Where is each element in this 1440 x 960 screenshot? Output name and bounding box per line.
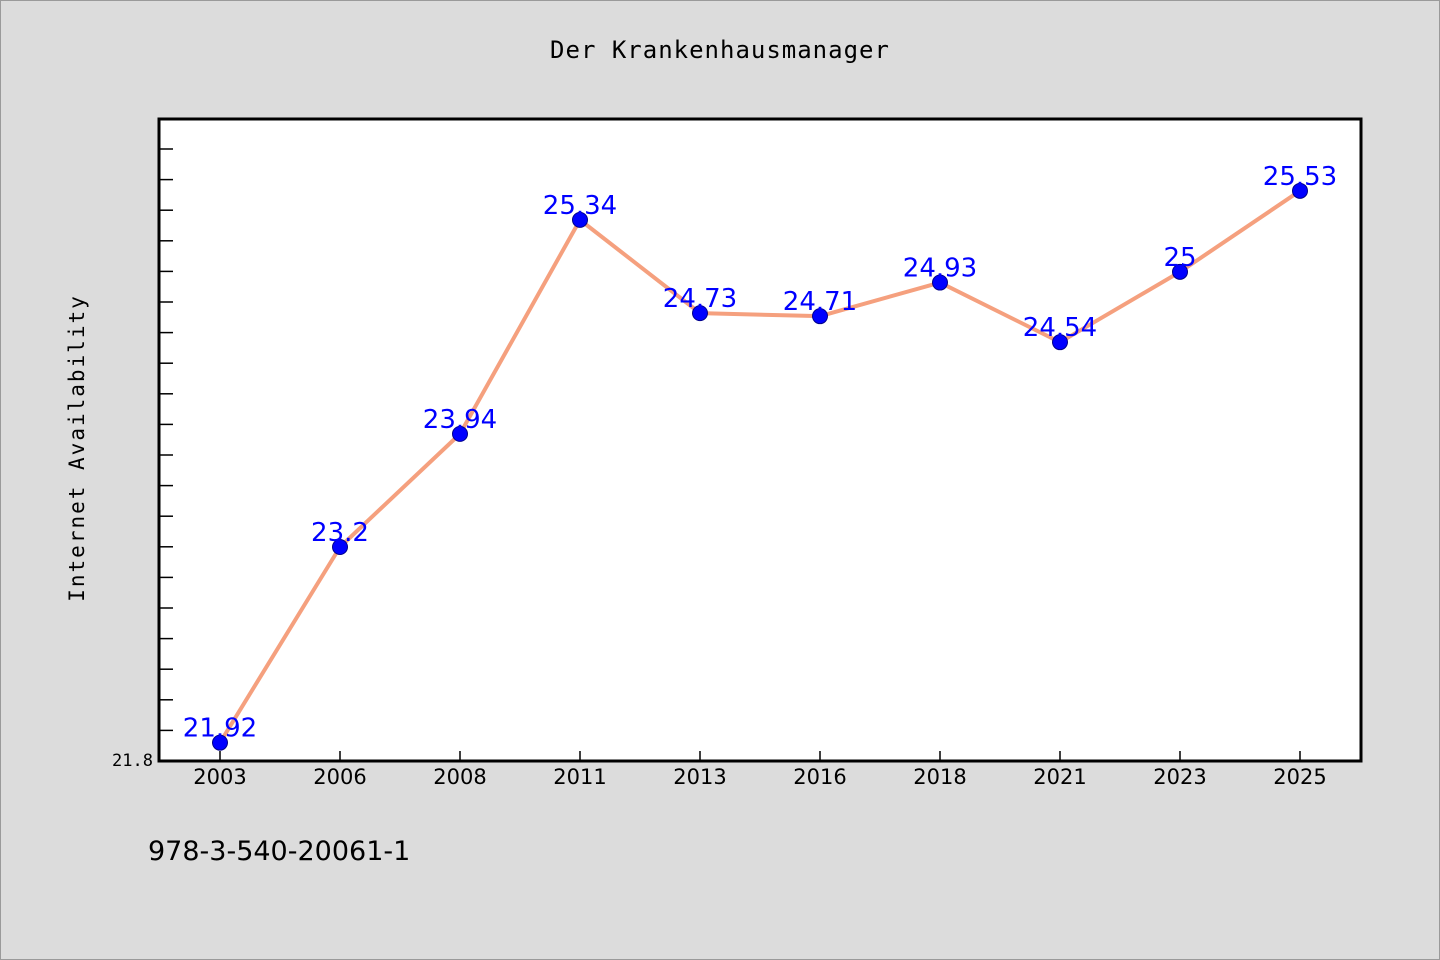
footer-code: 978-3-540-20061-1 [148,836,411,867]
y-axis-ticks: 21.8 [112,148,173,771]
x-axis-ticks: 2003 2006 2008 2011 2013 2016 2018 2021 2023 2025 [193,751,1327,789]
plot-background [157,117,1363,763]
data-point [1172,263,1188,280]
data-label: 25.53 [1263,162,1337,192]
x-tick-label: 2023 [1153,765,1206,789]
series-group: 21.92 23.2 23.94 25.34 24.73 24.71 24.93 24.54 2… [183,162,1337,751]
y-tick-label: 21.8 [112,751,153,771]
data-label: 23.2 [311,518,369,548]
x-tick-label: 2018 [913,765,966,789]
x-tick-label: 2003 [193,765,246,789]
data-label: 24.71 [783,287,857,317]
data-point [212,734,228,751]
chart-title: Der Krankenhausmanager [550,36,890,64]
data-point [572,211,588,228]
data-point [692,305,708,322]
data-point [1292,182,1308,199]
data-label: 24.54 [1023,313,1097,343]
data-label: 24.93 [903,254,977,284]
data-point [932,274,948,291]
data-point [1052,334,1068,351]
x-tick-label: 2016 [793,765,846,789]
x-tick-label: 2025 [1273,765,1326,789]
x-tick-label: 2013 [673,765,726,789]
x-tick-label: 2021 [1033,765,1086,789]
data-point [452,425,468,442]
data-label: 25.34 [543,191,617,221]
data-label: 25 [1163,243,1196,273]
data-label: 23.94 [423,405,497,435]
series-line [218,188,1302,745]
x-tick-label: 2006 [313,765,366,789]
x-tick-label: 2011 [553,765,606,789]
data-point [812,308,828,325]
data-label: 21.92 [183,714,257,744]
data-point [332,539,348,555]
x-tick-label: 2008 [433,765,486,789]
data-label: 24.73 [663,284,737,314]
